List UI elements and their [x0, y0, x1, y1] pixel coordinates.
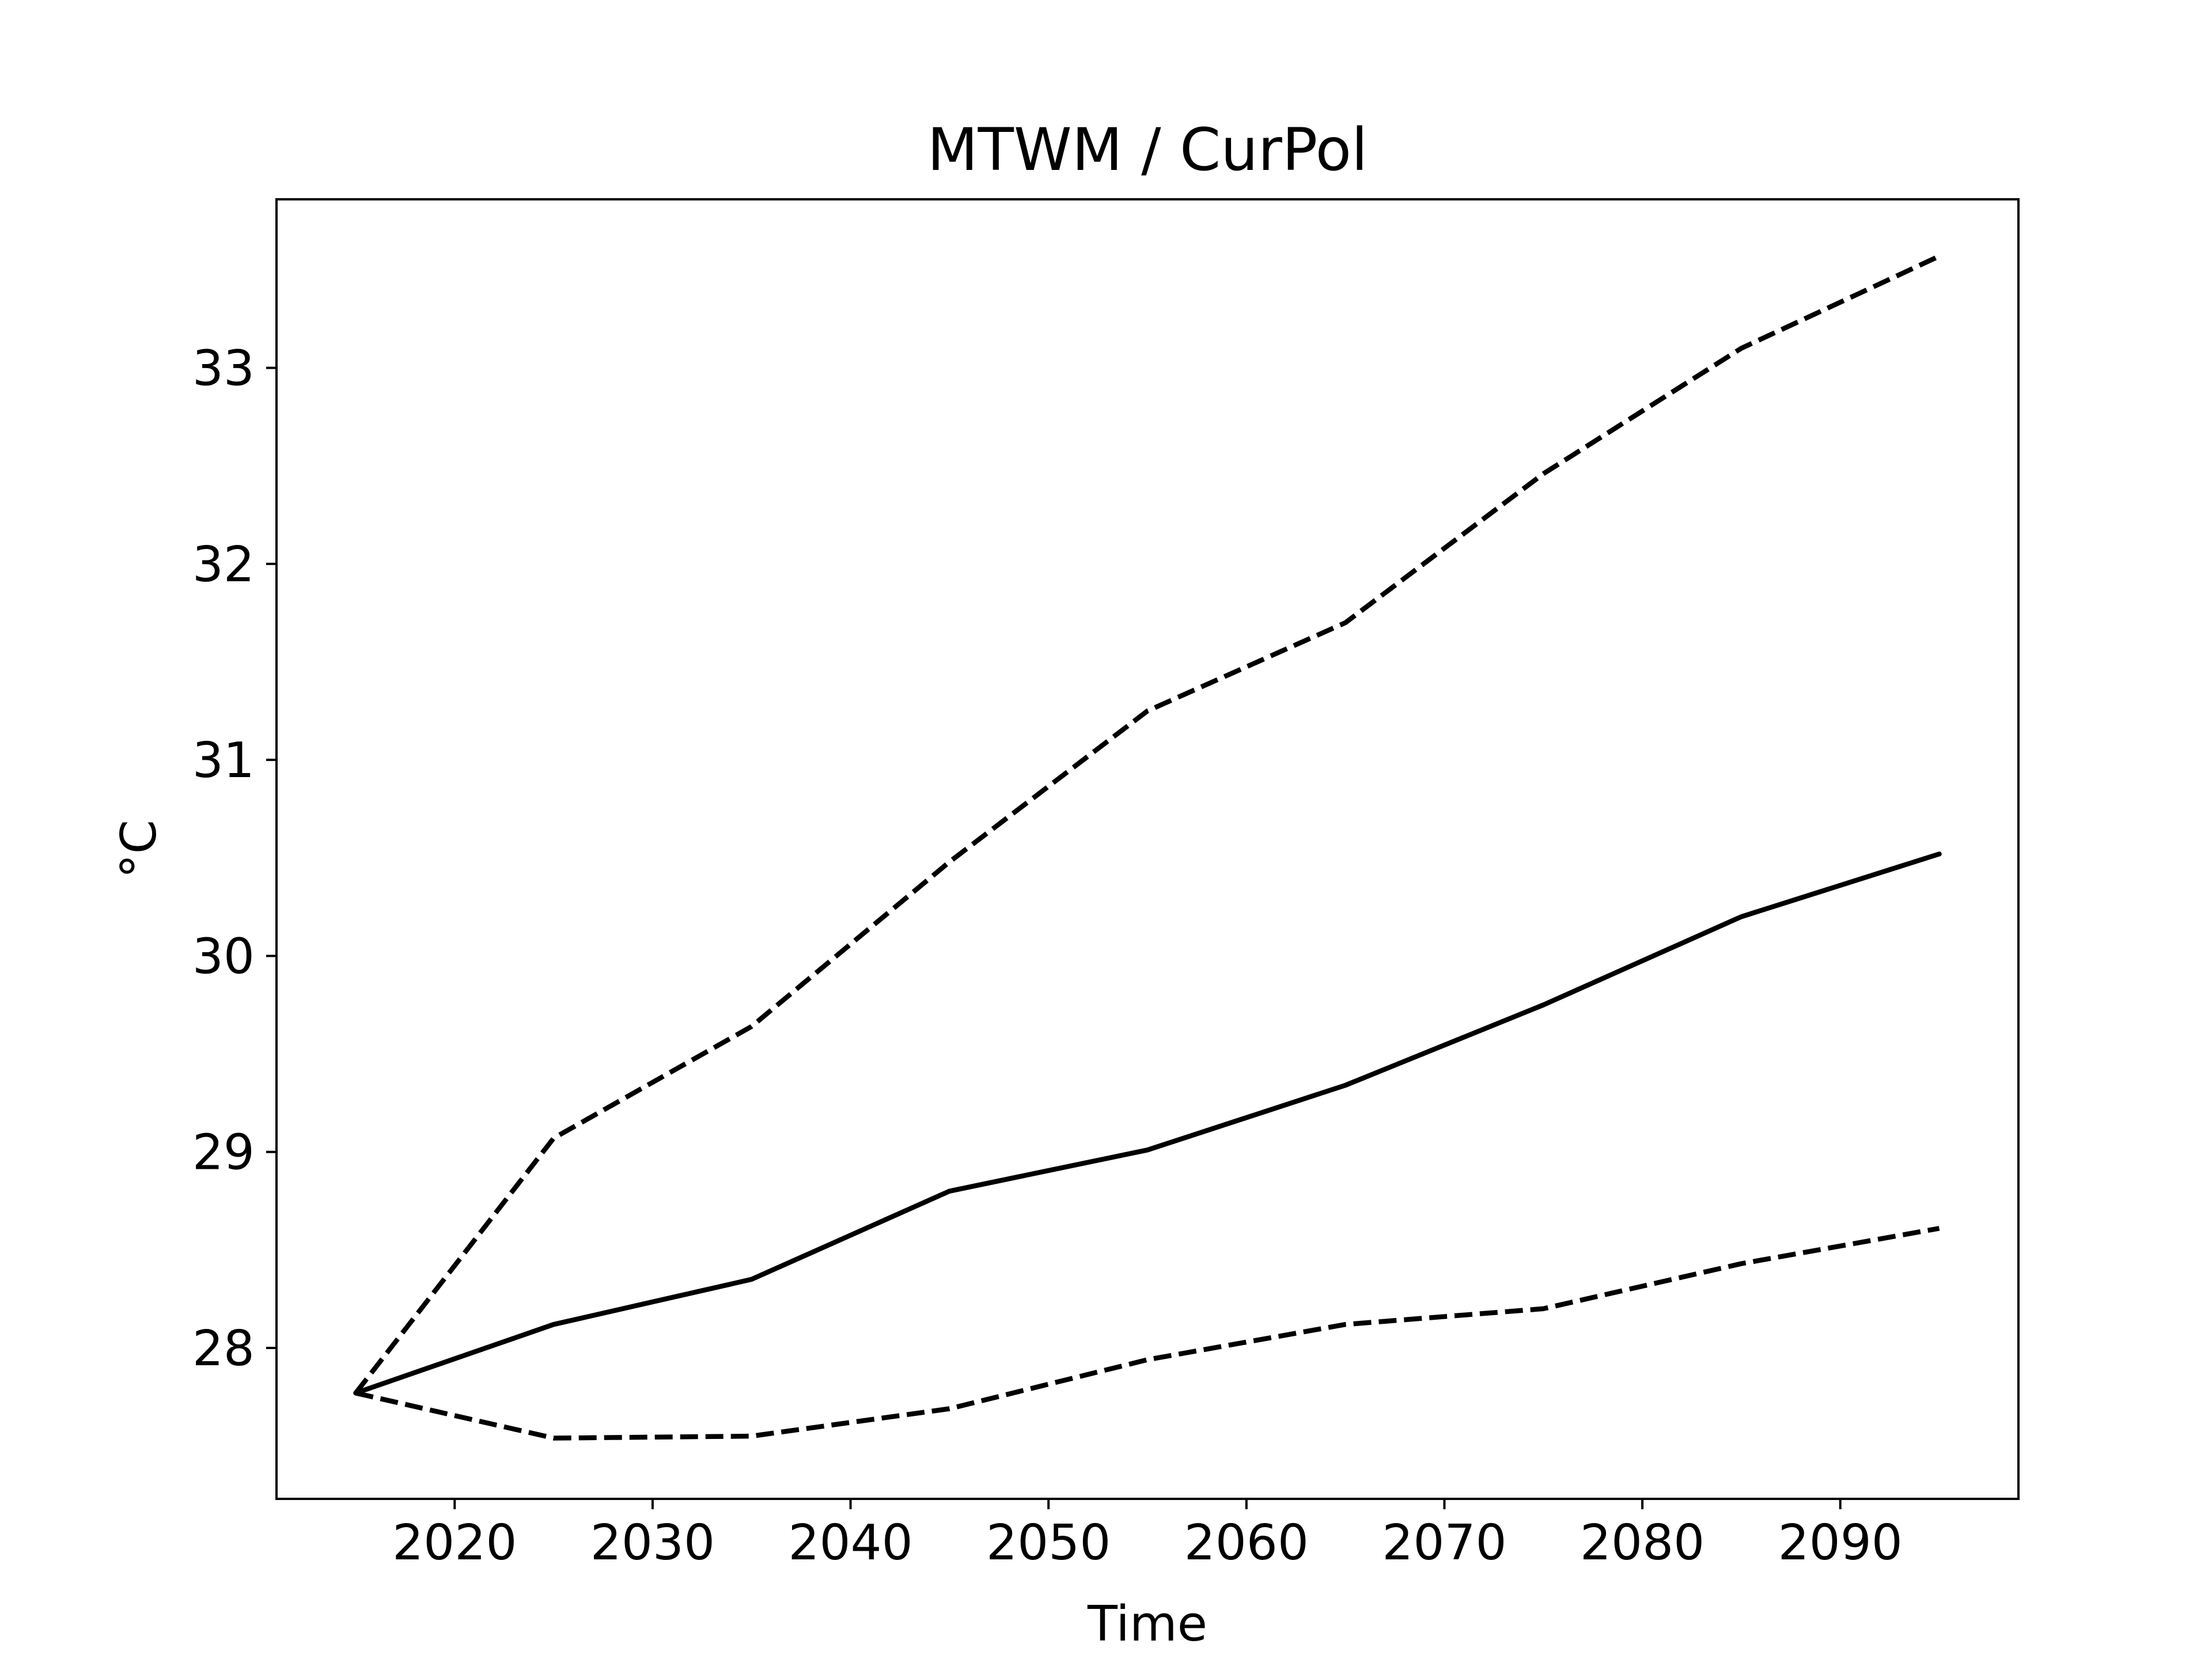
y-tick-label: 31	[192, 732, 255, 789]
series-layer	[353, 253, 1942, 1441]
median-line	[353, 851, 1942, 1396]
x-axis-title: Time	[1087, 1596, 1207, 1653]
x-tick-label: 2050	[986, 1514, 1111, 1571]
x-tick-label: 2040	[788, 1514, 912, 1571]
x-tick-label: 2020	[392, 1514, 517, 1571]
y-axis-title: °C	[111, 820, 168, 878]
lower-bound-line	[355, 1226, 1940, 1441]
y-axis-ticks: 28 29 30 31 32 33	[192, 340, 276, 1377]
x-axis-ticks: 2020 2030 2040 2050 2060 2070 2080 2090	[392, 1499, 1903, 1571]
plot-area-frame	[275, 198, 2020, 1500]
x-tick-label: 2090	[1778, 1514, 1903, 1571]
x-tick-label: 2080	[1580, 1514, 1705, 1571]
y-tick-label: 33	[192, 340, 255, 397]
x-tick-label: 2060	[1184, 1514, 1309, 1571]
x-tick-label: 2030	[590, 1514, 715, 1571]
y-tick-label: 29	[192, 1124, 255, 1181]
y-tick-label: 32	[192, 536, 255, 593]
upper-bound-line	[354, 253, 1941, 1395]
chart-title: MTWM / CurPol	[927, 116, 1368, 184]
x-tick-label: 2070	[1382, 1514, 1506, 1571]
y-tick-label: 28	[192, 1320, 255, 1377]
y-tick-label: 30	[192, 928, 255, 985]
